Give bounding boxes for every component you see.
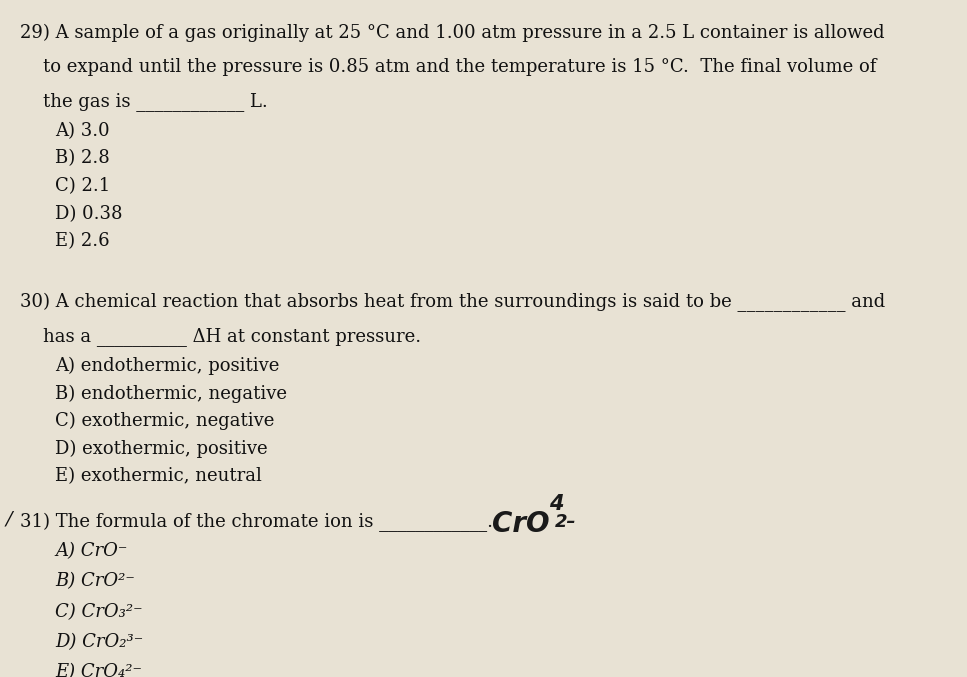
Text: CrO: CrO	[492, 510, 550, 538]
Text: D) CrO₂³⁻: D) CrO₂³⁻	[55, 633, 144, 651]
Text: B) endothermic, negative: B) endothermic, negative	[55, 385, 287, 403]
Text: /: /	[6, 511, 13, 529]
Text: D) 0.38: D) 0.38	[55, 204, 123, 223]
Text: C) 2.1: C) 2.1	[55, 177, 110, 195]
Text: 4: 4	[549, 494, 564, 514]
Text: to expand until the pressure is 0.85 atm and the temperature is 15 °C.  The fina: to expand until the pressure is 0.85 atm…	[19, 58, 876, 76]
Text: E) exothermic, neutral: E) exothermic, neutral	[55, 467, 262, 485]
Text: has a __________ ΔH at constant pressure.: has a __________ ΔH at constant pressure…	[19, 328, 421, 347]
Text: B) 2.8: B) 2.8	[55, 150, 110, 167]
Text: the gas is ____________ L.: the gas is ____________ L.	[19, 92, 268, 111]
Text: 2–: 2–	[555, 513, 576, 531]
Text: E) CrO₄²⁻: E) CrO₄²⁻	[55, 663, 142, 677]
Text: E) 2.6: E) 2.6	[55, 232, 110, 250]
Text: A) endothermic, positive: A) endothermic, positive	[55, 357, 279, 375]
Text: A) CrO⁻: A) CrO⁻	[55, 542, 128, 561]
Text: B) CrO²⁻: B) CrO²⁻	[55, 573, 135, 590]
Text: A) 3.0: A) 3.0	[55, 122, 110, 139]
Text: 31) The formula of the chromate ion is ____________.: 31) The formula of the chromate ion is _…	[19, 513, 493, 532]
Text: C) exothermic, negative: C) exothermic, negative	[55, 412, 275, 431]
Text: C) CrO₃²⁻: C) CrO₃²⁻	[55, 603, 143, 621]
Text: D) exothermic, positive: D) exothermic, positive	[55, 439, 268, 458]
Text: 29) A sample of a gas originally at 25 °C and 1.00 atm pressure in a 2.5 L conta: 29) A sample of a gas originally at 25 °…	[19, 23, 884, 41]
Text: 30) A chemical reaction that absorbs heat from the surroundings is said to be __: 30) A chemical reaction that absorbs hea…	[19, 293, 885, 312]
